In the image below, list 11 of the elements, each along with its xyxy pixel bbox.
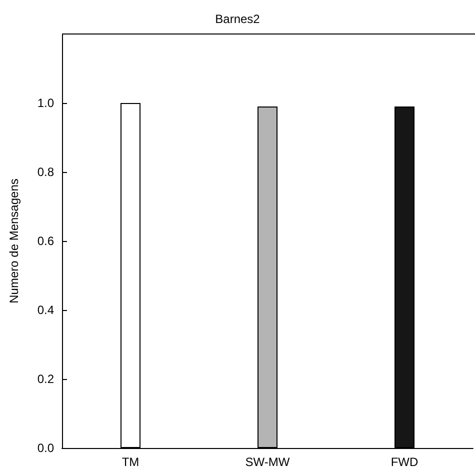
y-tick-label: 0.0 (37, 441, 54, 455)
y-tick-label: 0.2 (37, 372, 54, 386)
y-tick-label: 0.6 (37, 234, 54, 248)
chart-title: Barnes2 (215, 12, 260, 26)
x-tick-label: FWD (390, 455, 418, 469)
x-tick-label: TM (122, 455, 140, 469)
x-tick-label: SW-MW (245, 455, 290, 469)
y-tick-label: 0.8 (37, 165, 54, 179)
y-tick-label: 0.4 (37, 303, 54, 317)
y-axis-title: Numero de Mensagens (7, 178, 21, 304)
y-tick-label: 1.0 (37, 96, 54, 110)
